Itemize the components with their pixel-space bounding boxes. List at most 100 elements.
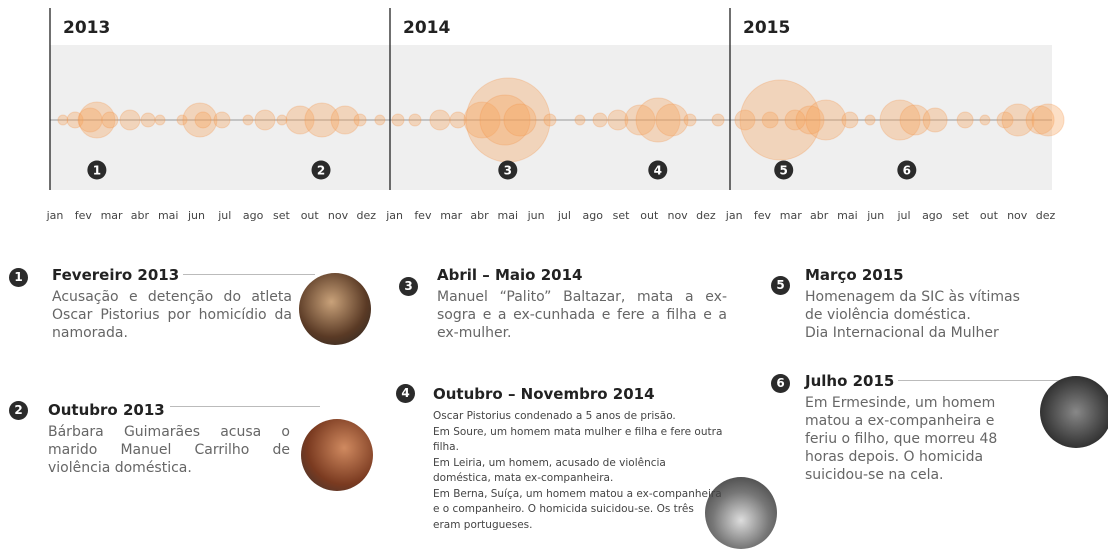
bubble <box>656 104 688 136</box>
month-label: fev <box>754 209 772 222</box>
bubble <box>842 112 858 128</box>
month-label: mai <box>158 209 179 222</box>
month-label: mar <box>101 209 123 222</box>
event-title: Julho 2015 <box>805 372 898 390</box>
month-label: jun <box>866 209 884 222</box>
month-label: dez <box>357 209 377 222</box>
bubble <box>806 100 846 140</box>
event-title: Fevereiro 2013 <box>52 266 183 284</box>
event-text: Homenagem da SIC às vítimas <box>805 288 1065 306</box>
event: Outubro – Novembro 2014 Oscar Pistorius c… <box>433 384 723 533</box>
month-label: jun <box>187 209 205 222</box>
event-number: 6 <box>771 374 790 393</box>
month-label: jul <box>557 209 571 222</box>
event-text: Em Berna, Suíça, um homem matou a ex-com… <box>433 487 723 534</box>
bubble <box>255 110 275 130</box>
event-text: Em Soure, um homem mata mulher e filha e… <box>433 425 723 456</box>
bubble <box>155 115 165 125</box>
bubble <box>120 110 140 130</box>
bubble <box>593 113 607 127</box>
bubble <box>58 115 68 125</box>
event: Fevereiro 2013 Acusação e detenção do atl… <box>52 265 292 342</box>
event-text: Dia Internacional da Mulher <box>805 324 1065 342</box>
month-label: out <box>640 209 659 222</box>
bubble <box>354 114 366 126</box>
marker-label: 1 <box>93 164 101 178</box>
bubble <box>712 114 724 126</box>
bubble <box>575 115 585 125</box>
bubble <box>1032 104 1064 136</box>
bubble <box>141 113 155 127</box>
event-text: Manuel “Palito” Baltazar, mata a ex-sogr… <box>437 288 727 342</box>
event-number: 5 <box>771 276 790 295</box>
marker-label: 2 <box>317 164 325 178</box>
month-label: ago <box>922 209 943 222</box>
event-title: Março 2015 <box>805 266 908 284</box>
bubble <box>957 112 973 128</box>
month-label: mai <box>498 209 519 222</box>
bubble <box>684 114 696 126</box>
bubble <box>102 112 118 128</box>
bubble <box>243 115 253 125</box>
bubble <box>865 115 875 125</box>
event-number: 3 <box>399 277 418 296</box>
bubble <box>392 114 404 126</box>
bubble <box>214 112 230 128</box>
bubble <box>923 108 947 132</box>
marker-label: 6 <box>903 164 911 178</box>
photo <box>299 273 371 345</box>
bubble <box>375 115 385 125</box>
month-label: dez <box>1036 209 1056 222</box>
event: Abril – Maio 2014 Manuel “Palito” Baltaza… <box>437 265 727 342</box>
month-label: mar <box>440 209 462 222</box>
event-title: Outubro – Novembro 2014 <box>433 385 659 403</box>
bubble <box>195 112 211 128</box>
event-text: Em Leiria, um homem, acusado de violênci… <box>433 456 723 487</box>
month-label: jan <box>385 209 403 222</box>
year-label: 2014 <box>403 18 450 38</box>
event: Outubro 2013 Bárbara Guimarães acusa o ma… <box>48 400 290 477</box>
bubble <box>504 104 536 136</box>
month-label: out <box>980 209 999 222</box>
month-label: jul <box>896 209 910 222</box>
month-label: dez <box>696 209 716 222</box>
event-text: Acusação e detenção do atleta Oscar Pist… <box>52 288 292 342</box>
event-title: Outubro 2013 <box>48 401 169 419</box>
month-label: jun <box>527 209 545 222</box>
photo <box>1040 376 1108 448</box>
year-label: 2013 <box>63 18 110 38</box>
photo <box>301 419 373 491</box>
event-text: Oscar Pistorius condenado a 5 anos de pr… <box>433 409 723 425</box>
bubble <box>409 114 421 126</box>
bubble <box>430 110 450 130</box>
month-label: jan <box>46 209 64 222</box>
event: Julho 2015 Em Ermesinde, um homem matou a… <box>805 371 1005 484</box>
event-text: Em Ermesinde, um homem matou a ex-compan… <box>805 394 1005 484</box>
event-number: 1 <box>9 268 28 287</box>
month-label: abr <box>810 209 829 222</box>
month-label: nov <box>1007 209 1028 222</box>
marker-label: 5 <box>780 164 788 178</box>
event-title: Abril – Maio 2014 <box>437 266 586 284</box>
page: 2013janfevmarabrmaijunjulagosetoutnovdez… <box>0 0 1108 557</box>
year-label: 2015 <box>743 18 790 38</box>
marker-label: 4 <box>654 164 662 178</box>
month-label: mar <box>780 209 802 222</box>
event-number: 4 <box>396 384 415 403</box>
bubble <box>980 115 990 125</box>
month-label: abr <box>470 209 489 222</box>
month-label: jul <box>217 209 231 222</box>
month-label: nov <box>328 209 349 222</box>
event-text: de violência doméstica. <box>805 306 1065 324</box>
event-text: Bárbara Guimarães acusa o marido Manuel … <box>48 423 290 477</box>
month-label: fev <box>414 209 432 222</box>
month-label: abr <box>131 209 150 222</box>
event-number: 2 <box>9 401 28 420</box>
bubble <box>544 114 556 126</box>
month-label: set <box>273 209 290 222</box>
month-label: fev <box>75 209 93 222</box>
marker-label: 3 <box>504 164 512 178</box>
month-label: out <box>301 209 320 222</box>
